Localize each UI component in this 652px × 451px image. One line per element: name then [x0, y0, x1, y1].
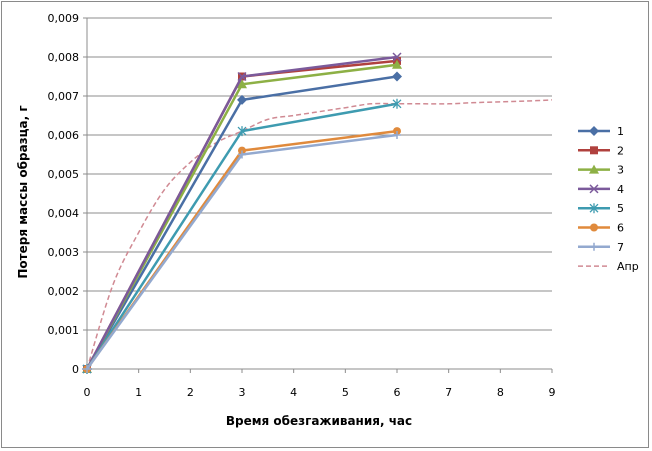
approximation-curve	[86, 99, 553, 370]
axes	[83, 17, 553, 373]
legend-label-7: 7	[617, 241, 624, 254]
tick-labels: 0 0,001 0,002 0,003 0,004 0,005 0,006 0,007 0,00…	[48, 12, 556, 399]
y-axis-label: Потеря массы образца, г	[16, 105, 30, 278]
series-1-point	[237, 94, 247, 105]
y-tick-label: 0	[72, 363, 79, 376]
x-tick-label: 8	[497, 386, 504, 399]
x-tick-label: 0	[84, 386, 91, 399]
series-3-line	[85, 63, 398, 370]
series-5-point	[237, 126, 247, 137]
series-5-point	[392, 98, 402, 109]
series-5-line	[85, 102, 398, 370]
x-tick-label: 2	[187, 386, 194, 399]
series-7-point	[393, 131, 401, 139]
legend-marker-4	[589, 184, 599, 194]
legend-label-approximation: Апр	[617, 260, 639, 273]
x-tick-label: 6	[394, 386, 401, 399]
legend-label-6: 6	[617, 222, 624, 235]
legend-marker-5	[589, 203, 599, 214]
x-tick-label: 9	[549, 386, 556, 399]
y-tick-label: 0,007	[48, 90, 80, 103]
x-tick-label: 1	[135, 386, 142, 399]
series-4-point	[392, 52, 402, 62]
y-tick-label: 0,005	[48, 168, 80, 181]
y-tick-label: 0,004	[48, 207, 80, 220]
y-tick-label: 0,001	[48, 324, 80, 337]
series-3-point	[237, 79, 247, 89]
series-2-line	[85, 59, 398, 370]
x-axis-label: Время обезгаживания, час	[226, 414, 412, 428]
legend-marker-3	[589, 164, 599, 174]
x-tick-label: 7	[445, 386, 452, 399]
legend-label-5: 5	[617, 202, 624, 215]
y-tick-label: 0,009	[48, 12, 80, 25]
grid-lines	[87, 17, 552, 331]
series-7-point	[238, 150, 246, 159]
legend-marker-6	[590, 223, 598, 232]
series-6-line	[85, 129, 398, 370]
legend-label-1: 1	[617, 125, 624, 138]
series-1-line	[85, 75, 398, 370]
legend-label-4: 4	[617, 183, 624, 196]
series-7-point	[83, 365, 91, 373]
x-tick-label: 3	[239, 386, 246, 399]
x-tick-label: 5	[342, 386, 349, 399]
y-tick-label: 0,002	[48, 285, 80, 298]
legend-label-3: 3	[617, 164, 624, 177]
legend-marker-7	[590, 242, 598, 251]
x-tick-label: 4	[290, 386, 297, 399]
legend-marker-2	[590, 146, 598, 155]
y-tick-label: 0,006	[48, 129, 80, 142]
legend-label-2: 2	[617, 144, 624, 157]
legend-marker-1	[589, 126, 599, 136]
legend: 1 2 3 4 5 6 7 Апр	[578, 125, 639, 273]
series-1-point	[392, 71, 402, 82]
series-4-point	[237, 71, 247, 82]
y-tick-label: 0,003	[48, 246, 80, 259]
y-tick-label: 0,008	[48, 51, 80, 64]
approximation-line	[86, 99, 553, 370]
series-3-point	[392, 59, 402, 69]
series-lines	[82, 52, 402, 374]
